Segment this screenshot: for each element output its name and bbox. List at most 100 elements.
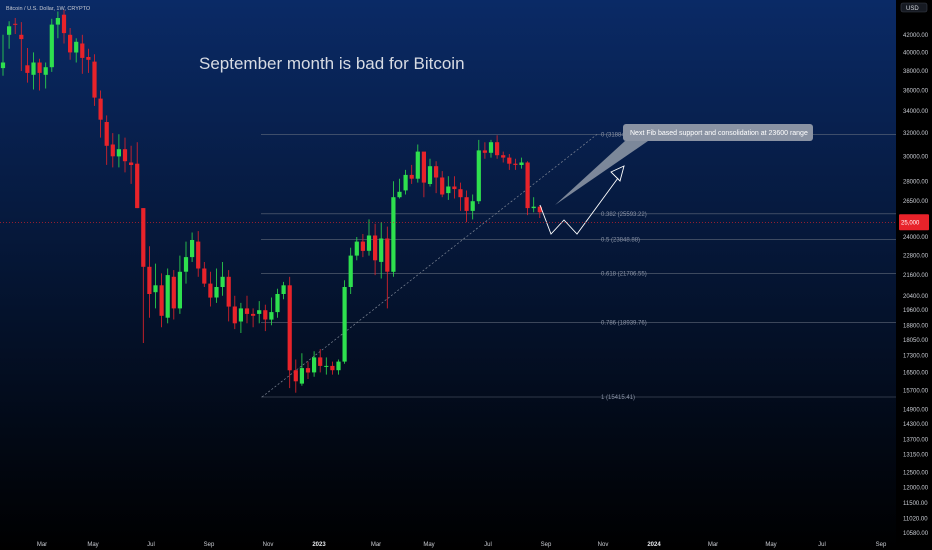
candle-body: [129, 162, 134, 165]
projection-path: [539, 177, 619, 235]
time-tick-label: Nov: [598, 542, 609, 548]
candle-body: [440, 177, 445, 195]
candle: [74, 38, 79, 63]
time-tick-label: Sep: [204, 542, 215, 548]
price-tick-label: 11020.00: [903, 516, 928, 522]
candle-body: [482, 150, 487, 153]
candle: [305, 361, 311, 379]
candle: [299, 353, 304, 386]
price-tick-label: 18050.00: [903, 338, 929, 344]
candle: [293, 359, 298, 393]
candle: [49, 18, 54, 72]
candle: [525, 161, 530, 216]
candle-body: [476, 150, 481, 202]
candle: [385, 226, 390, 309]
candle: [379, 222, 384, 279]
time-axis[interactable]: Mar May Jul Sep Nov 2023 Mar May Jul Sep Nov 2024 Ma…: [37, 542, 887, 548]
candle: [507, 154, 512, 170]
candle: [147, 246, 152, 318]
candle-body: [232, 306, 237, 324]
fib-level-label: 0.5 (23848.88): [601, 237, 640, 243]
candle-body: [61, 14, 67, 34]
candle-body: [537, 206, 542, 213]
candle-body: [373, 235, 378, 261]
candle: [409, 164, 414, 184]
candle-body: [257, 310, 262, 314]
candle-body: [135, 163, 140, 209]
candle: [153, 263, 158, 309]
candle: [281, 281, 286, 300]
candle-body: [37, 62, 42, 73]
candle-body: [275, 294, 280, 313]
candle: [129, 145, 134, 184]
candle: [275, 288, 280, 318]
candle-body: [312, 357, 317, 373]
time-tick-label: May: [423, 542, 434, 548]
candle: [403, 169, 408, 195]
time-tick-label: Jul: [484, 542, 492, 548]
candle-body: [244, 308, 250, 314]
candle-body: [415, 151, 420, 179]
trend-layer: [261, 134, 598, 398]
candle: [31, 52, 36, 90]
candle: [269, 297, 274, 326]
candle-body: [238, 308, 243, 322]
time-tick-label: 2024: [647, 542, 661, 548]
candle: [440, 171, 445, 198]
candle: [171, 270, 176, 320]
candle: [98, 90, 103, 138]
candle-body: [80, 43, 85, 58]
candle: [13, 18, 18, 34]
price-tick-label: 21600.00: [903, 273, 929, 279]
candle-body: [495, 142, 500, 156]
candle: [116, 134, 121, 168]
candle-body: [177, 271, 182, 309]
candle-body: [403, 174, 408, 191]
current-price-label: 25,000: [901, 220, 920, 226]
candle: [257, 301, 262, 324]
candle-body: [379, 238, 384, 262]
candle-body: [293, 370, 298, 382]
candle: [19, 22, 24, 71]
trend-line: [261, 134, 598, 398]
candle: [37, 58, 42, 91]
candle-body: [49, 24, 54, 68]
candle-body: [531, 206, 536, 209]
fib-retracement: 0 (31884.35) 0.382 (25593.22) 0.5 (23848.8…: [261, 132, 896, 401]
candle: [61, 9, 67, 44]
candle-body: [434, 166, 439, 178]
candle: [336, 359, 341, 375]
candle: [360, 234, 365, 258]
candle: [7, 21, 12, 49]
price-tick-label: 40000.00: [903, 50, 929, 56]
candle: [519, 157, 524, 169]
current-price-label-bg: [899, 214, 929, 231]
candle-body: [25, 65, 30, 73]
candle: [318, 349, 323, 373]
candle-body: [98, 98, 103, 120]
candle: [110, 133, 115, 168]
price-tick-label: 19600.00: [903, 308, 929, 314]
price-tick-label: 28000.00: [903, 179, 929, 185]
time-tick-label: Sep: [541, 542, 552, 548]
price-axis[interactable]: [896, 0, 932, 550]
candle-body: [147, 266, 152, 294]
candle-body: [287, 285, 292, 371]
callout-pointer: [555, 141, 648, 205]
candle: [495, 135, 500, 159]
candle-body: [251, 313, 256, 316]
price-tick-label: 11500.00: [903, 501, 928, 507]
candle: [202, 262, 207, 287]
candle-body: [165, 275, 170, 318]
currency-box[interactable]: USD: [900, 2, 928, 13]
candle-body: [0, 62, 6, 69]
candle: [531, 197, 536, 213]
candle-body: [330, 365, 335, 371]
candle: [312, 351, 317, 377]
currency-box-bg: [900, 2, 928, 13]
candle: [366, 219, 372, 256]
candle: [488, 139, 494, 158]
callout-box: [623, 124, 813, 141]
candle: [397, 178, 402, 199]
